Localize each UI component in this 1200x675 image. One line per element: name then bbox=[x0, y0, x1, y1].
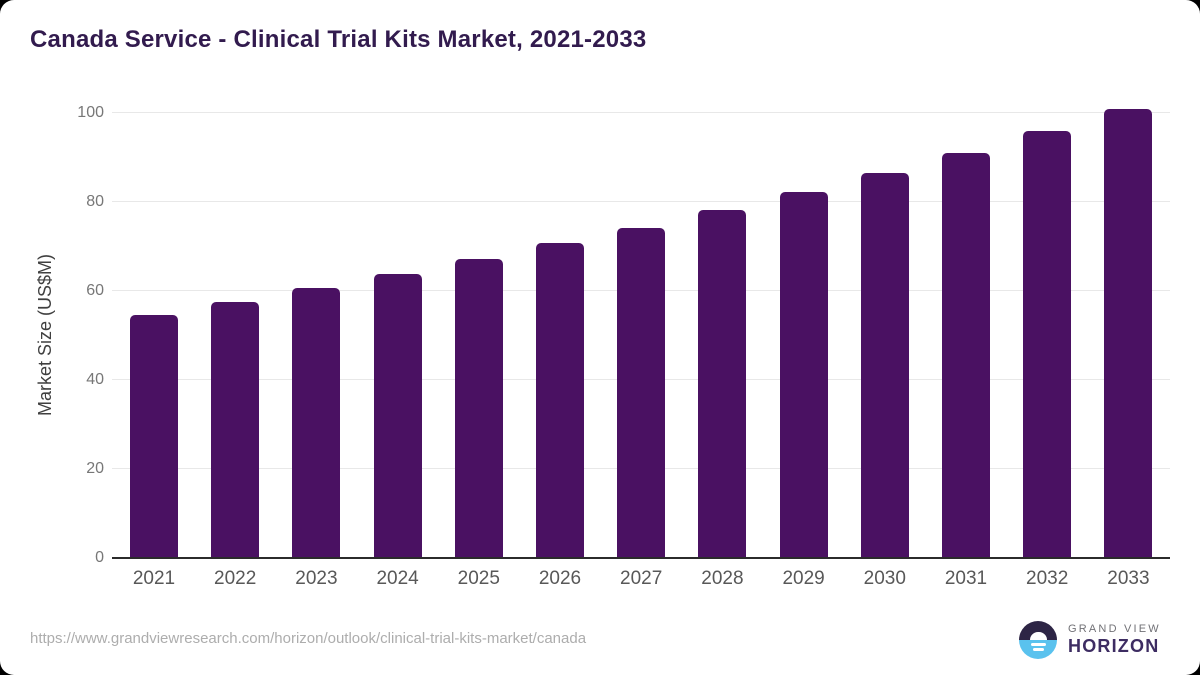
grandview-horizon-logo: GRAND VIEW HORIZON bbox=[1019, 621, 1161, 659]
x-axis-line bbox=[112, 557, 1170, 559]
y-axis-title: Market Size (US$M) bbox=[35, 253, 55, 417]
y-tick-label-80: 80 bbox=[86, 193, 104, 210]
x-tick-label-2024: 2024 bbox=[376, 568, 419, 589]
sun-shape bbox=[1029, 631, 1047, 640]
logo-brand-name: GRAND VIEW bbox=[1068, 623, 1161, 635]
bar-2030[interactable] bbox=[860, 172, 909, 557]
bar-2026[interactable] bbox=[536, 242, 584, 557]
x-tick-label-2028: 2028 bbox=[701, 568, 744, 589]
y-tick-label-60: 60 bbox=[86, 282, 104, 299]
bar-2033[interactable] bbox=[1104, 109, 1153, 557]
y-tick-label-0: 0 bbox=[95, 549, 104, 566]
bar-2024[interactable] bbox=[373, 274, 422, 557]
horizon-sunrise-icon bbox=[1019, 621, 1057, 659]
bar-2021[interactable] bbox=[130, 314, 178, 557]
y-tick-label-100: 100 bbox=[77, 104, 104, 121]
bar-2027[interactable] bbox=[617, 227, 666, 557]
y-tick-label-40: 40 bbox=[86, 371, 104, 388]
plot-area bbox=[112, 109, 1170, 559]
bar-2032[interactable] bbox=[1023, 131, 1072, 557]
wave-line-2 bbox=[1033, 647, 1044, 651]
x-tick-label-2030: 2030 bbox=[863, 568, 906, 589]
x-tick-label-2021: 2021 bbox=[132, 568, 176, 589]
x-tick-label-2026: 2026 bbox=[538, 568, 582, 589]
bar-2023[interactable] bbox=[292, 287, 341, 557]
bar-2031[interactable] bbox=[942, 152, 990, 557]
x-tick-label-2027: 2027 bbox=[620, 568, 663, 589]
gridline-100 bbox=[112, 112, 1170, 113]
source-url: https://www.grandviewresearch.com/horizo… bbox=[30, 630, 587, 647]
gridline-80 bbox=[112, 201, 1170, 202]
bar-2028[interactable] bbox=[698, 210, 747, 557]
chart-title: Canada Service - Clinical Trial Kits Mar… bbox=[30, 26, 647, 53]
wave-line-1 bbox=[1031, 642, 1046, 646]
logo-text: GRAND VIEW HORIZON bbox=[1068, 623, 1161, 657]
bar-2022[interactable] bbox=[211, 302, 260, 557]
x-tick-label-2031: 2031 bbox=[944, 568, 988, 589]
x-tick-label-2029: 2029 bbox=[782, 568, 825, 589]
x-tick-label-2023: 2023 bbox=[295, 568, 338, 589]
logo-product-name: HORIZON bbox=[1068, 636, 1160, 656]
y-tick-label-20: 20 bbox=[86, 460, 104, 477]
bar-2029[interactable] bbox=[779, 191, 828, 557]
x-tick-label-2025: 2025 bbox=[457, 568, 500, 589]
x-tick-label-2032: 2032 bbox=[1026, 568, 1069, 589]
x-tick-label-2033: 2033 bbox=[1107, 568, 1150, 589]
x-tick-label-2022: 2022 bbox=[214, 568, 257, 589]
bar-2025[interactable] bbox=[454, 259, 503, 557]
x-axis-labels: 2021 2022 2023 2024 2025 2026 2027 2028 2029 2030… bbox=[112, 568, 1170, 594]
